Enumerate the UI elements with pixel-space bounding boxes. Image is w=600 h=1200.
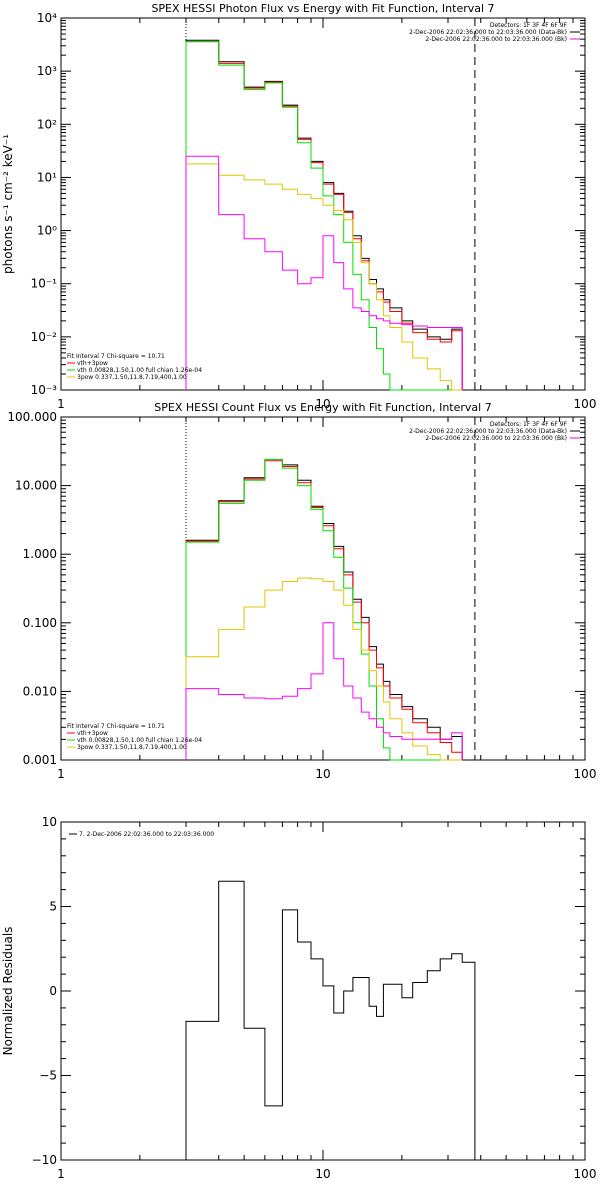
x-tick-label: 1 [57, 767, 65, 781]
x-tick-label: 1 [57, 1167, 65, 1181]
legend-bottom-left-entry: Fit Interval 7 Chi-square = 10.71 [67, 353, 165, 360]
y-tick-label: 10⁰ [37, 224, 57, 238]
y-tick-label: 10³ [37, 64, 57, 78]
legend-top-right-entry: 2-Dec-2006 22:02:36.000 to 22:03:36.000 … [409, 29, 567, 36]
x-tick-label: 10 [315, 397, 330, 411]
y-tick-label: 10 [42, 815, 57, 829]
y-tick-label: 10⁻³ [31, 383, 58, 397]
series-3pow [185, 163, 463, 391]
x-tick-label: 1 [57, 397, 65, 411]
y-tick-label: 0.100 [23, 616, 57, 630]
chart-panel-2: SPEX HESSI Count Flux vs Energy with Fit… [7, 401, 596, 781]
series-3pow [185, 577, 463, 761]
legend-bottom-left-entry: vth 0.00828,1.50,1.00 full chian 1.26e-0… [77, 367, 202, 374]
x-tick-label: 10 [315, 767, 330, 781]
y-tick-label: 100.000 [7, 410, 57, 424]
y-tick-label: 0 [49, 984, 57, 998]
legend-bottom-left-entry: vth 0.00828,1.50,1.00 full chian 1.26e-0… [77, 737, 202, 744]
series-data-bk [185, 459, 463, 760]
series-vth [185, 459, 463, 761]
series-vth [185, 41, 463, 391]
legend-top-right-entry: Detectors: 1F 3F 4F 6F 9F [490, 22, 568, 29]
chart-panel-3: Normalized Residuals 1 10 100 10 5 0 −5 −10 7. 2-… [1, 815, 596, 1181]
y-tick-label: 10⁻² [31, 330, 58, 344]
series-vth-3pow [185, 460, 463, 760]
x-tick-label: 100 [574, 397, 597, 411]
plot-frame [60, 416, 586, 761]
legend-bottom-left-entry: 3pow 0.337,1.50,11.8,7.19,400,1.00 [77, 374, 187, 381]
legend-top-right-entry: 2-Dec-2006 22:02:36.000 to 22:03:36.000 … [425, 36, 567, 43]
series-bk [185, 155, 463, 390]
legend-bottom-left-entry: vth+3pow [77, 360, 108, 367]
y-tick-label: 10¹ [37, 170, 57, 184]
y-tick-label: 0.010 [23, 684, 57, 698]
series-data-bk [185, 39, 463, 390]
chart-panel-1: SPEX HESSI Photon Flux vs Energy with Fi… [1, 2, 596, 411]
x-tick-label: 100 [574, 1167, 597, 1181]
x-tick-label: 10 [315, 1167, 330, 1181]
series-residuals [185, 880, 476, 1160]
legend-top-right-entry: Detectors: 1F 3F 4F 6F 9F [490, 421, 568, 428]
legend-top-right-entry: 2-Dec-2006 22:02:36.000 to 22:03:36.000 … [409, 428, 567, 435]
legend-top-right-entry: 2-Dec-2006 22:02:36.000 to 22:03:36.000 … [425, 435, 567, 442]
legend-bottom-left-entry: 3pow 0.337,1.50,11.8,7.19,400,1.00 [77, 744, 187, 751]
y-tick-label: −10 [32, 1153, 57, 1167]
y-tick-label: −5 [39, 1069, 57, 1083]
y-tick-label: 5 [49, 900, 57, 914]
x-tick-label: 100 [574, 767, 597, 781]
series-vth-3pow [185, 41, 463, 390]
plot-frame [60, 821, 586, 1161]
legend-bottom-left-entry: Fit Interval 7 Chi-square = 10.71 [67, 723, 165, 730]
legend-top-left-entry: 7. 2-Dec-2006 22:02:36.000 to 22:03:36.0… [79, 831, 214, 838]
y-tick-label: 10⁻¹ [31, 277, 58, 291]
y-tick-label: 10.000 [15, 479, 57, 493]
chart-title: SPEX HESSI Count Flux vs Energy with Fit… [154, 401, 491, 414]
y-tick-label: 10⁴ [37, 11, 57, 25]
chart-title: SPEX HESSI Photon Flux vs Energy with Fi… [151, 2, 494, 15]
legend-bottom-left-entry: vth+3pow [77, 730, 108, 737]
series-bk [185, 622, 463, 760]
y-axis-label: photons s⁻¹ cm⁻² keV⁻¹ [1, 134, 15, 274]
y-tick-label: 1.000 [23, 547, 57, 561]
y-tick-label: 0.001 [23, 753, 57, 767]
y-tick-label: 10² [37, 117, 57, 131]
y-axis-label: Normalized Residuals [1, 927, 15, 1056]
